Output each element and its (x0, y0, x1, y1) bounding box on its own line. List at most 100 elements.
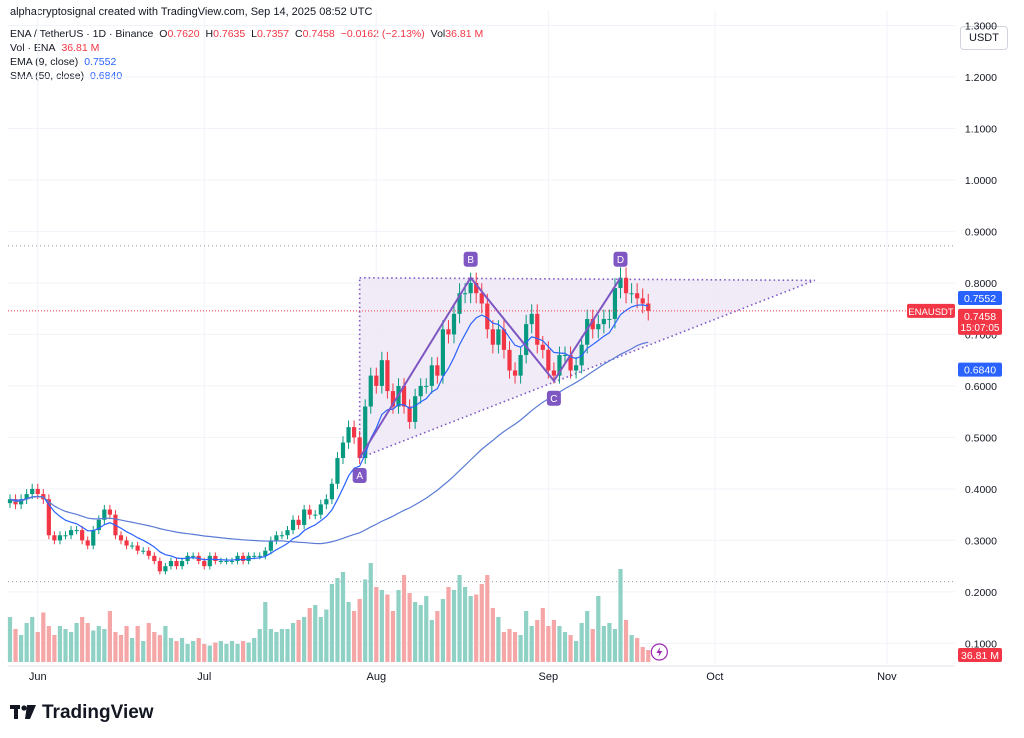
sma-price-tag-text: 0.6840 (964, 365, 996, 377)
candle-body (646, 303, 651, 311)
candle-body (463, 293, 468, 295)
volume-bar (168, 638, 174, 662)
candle-body (401, 385, 407, 407)
candle-body (368, 375, 373, 407)
volume-bar (313, 605, 318, 662)
candle-body (357, 437, 362, 459)
candle-body (191, 555, 196, 557)
x-tick-label: Jul (197, 671, 211, 683)
candle-body (202, 561, 207, 567)
volume-bar (202, 644, 207, 662)
pattern-point-label: D (617, 255, 624, 266)
candle-body (268, 540, 273, 551)
volume-bar (457, 575, 462, 662)
low-label: L (251, 28, 257, 40)
ema-label: EMA (9, close) (10, 56, 79, 68)
close-label: C (295, 28, 303, 40)
candle-body (229, 561, 235, 563)
volume-bar (135, 626, 140, 662)
candle-body (285, 530, 290, 536)
vol-indicator-value: 36.81 M (61, 42, 100, 54)
last-price-tag (958, 308, 1002, 335)
volume-bar (268, 629, 273, 662)
candle-body (346, 427, 351, 443)
candle-body (329, 483, 334, 500)
ticker-tag-text: ENAUSDT (908, 307, 954, 318)
volume-bar (263, 602, 268, 662)
candle-body (485, 303, 490, 330)
volume-bar (307, 608, 312, 662)
sma-legend[interactable]: SMA (50, close) 0.6840 (10, 70, 125, 83)
candle-body (235, 555, 240, 562)
ema-legend[interactable]: EMA (9, close) 0.7552 (10, 56, 119, 69)
candle-body (307, 509, 312, 515)
candle-body (385, 360, 390, 392)
volume-bar (285, 629, 290, 662)
chart-credit: alphacryptosignal created with TradingVi… (10, 6, 373, 18)
candle-body (24, 494, 29, 500)
volume-bar (401, 575, 407, 662)
candle-body (313, 514, 318, 516)
volume-bar (601, 626, 606, 662)
volume-bar (68, 632, 74, 662)
volume-tag-text: 36.81 M (961, 650, 999, 662)
pattern-point-badge (546, 390, 561, 406)
volume-bar (324, 609, 329, 662)
volume-bar (440, 599, 445, 662)
candle-body (407, 406, 412, 422)
candle-body (568, 355, 573, 371)
volume-bar (451, 590, 457, 662)
candle-body (440, 329, 445, 376)
volume-bar (257, 629, 262, 662)
volume-bar (85, 623, 90, 662)
candle-body (585, 318, 590, 345)
candle-body (163, 566, 168, 572)
candle-body (102, 509, 107, 520)
volume-bar (390, 611, 396, 662)
y-tick-label: 0.3000 (965, 535, 997, 547)
volume-bar (207, 645, 212, 662)
volume-bar (274, 632, 279, 662)
volume-bar (607, 623, 612, 662)
tradingview-logo-icon (10, 705, 36, 719)
volume-bar (218, 641, 223, 662)
currency-button[interactable]: USDT (960, 26, 1008, 50)
y-tick-label: 0.9000 (965, 226, 997, 238)
sma-label: SMA (50, close) (10, 70, 85, 82)
candle-body (551, 370, 556, 376)
volume-bar (102, 629, 107, 662)
symbol-legend[interactable]: ENA / TetherUS · 1D · Binance O0.7620 H0… (10, 28, 486, 41)
volume-bar (468, 596, 473, 662)
pattern-point-label: A (356, 471, 363, 482)
volume-bar (318, 617, 323, 662)
x-tick-label: Oct (706, 671, 723, 683)
candle-body (390, 391, 396, 407)
volume-bar (546, 626, 551, 662)
candle-body (590, 318, 595, 330)
volume-bar (179, 638, 185, 662)
volume-bar (246, 642, 251, 662)
volume-legend[interactable]: Vol · ENA 36.81 M (10, 42, 102, 55)
volume-bar (13, 629, 18, 662)
volume-bar (557, 626, 562, 662)
candle-body (640, 298, 645, 304)
candle-body (302, 509, 307, 525)
ema-price-tag (958, 290, 1002, 305)
volume-bar (279, 629, 285, 662)
candle-body (635, 293, 640, 299)
abcd-pattern: A B C D (352, 251, 628, 484)
candle-body (179, 561, 185, 567)
candle-body (518, 355, 523, 376)
candle-body (562, 355, 568, 357)
candle-body (30, 488, 35, 495)
tradingview-logo-text: TradingView (42, 702, 154, 723)
candle-body (213, 555, 218, 562)
volume-bar (7, 617, 13, 662)
candle-body (363, 406, 368, 459)
volume-bar (74, 623, 79, 662)
volume-bar (496, 617, 501, 662)
ema-line (9, 304, 649, 561)
volume-bar (524, 611, 529, 662)
x-tick-label: Jun (29, 671, 47, 683)
